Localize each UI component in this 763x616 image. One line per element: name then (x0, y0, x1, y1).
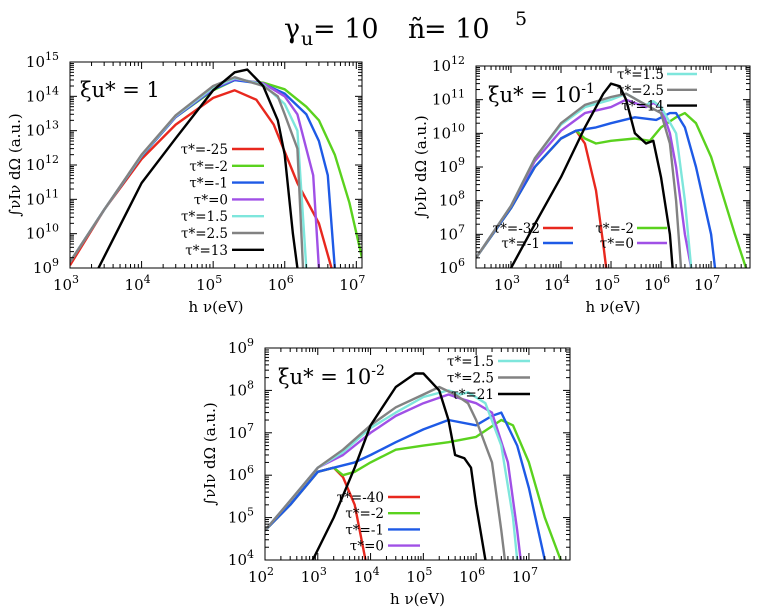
suptitle: γ u = 10 ñ = 10 5 (284, 8, 527, 50)
x-tick-label: 105 (594, 273, 620, 294)
panel-xi-0.1: 103 104 105 106 107 106 107 108 109 1010 1011 1012 h… (412, 54, 751, 316)
y-tick-label: 104 (228, 548, 254, 569)
panel-title: ξu* = 1 (80, 78, 160, 102)
y-tick-label: 1011 (26, 187, 59, 208)
legend-label: τ*=0 (350, 539, 384, 555)
panel-title: ξu* = 10-2 (278, 363, 385, 389)
x-tick-label: 105 (406, 565, 432, 586)
series-line-2.5 (70, 76, 305, 268)
legend-label: τ*=2.5 (447, 371, 494, 387)
y-tick-label: 109 (439, 155, 465, 176)
series-group (476, 82, 748, 268)
legend-label: τ*=1.5 (181, 209, 228, 225)
x-tick-label: 107 (694, 273, 720, 294)
legend-label: τ*=2.5 (617, 83, 664, 99)
y-tick-label: 108 (228, 378, 254, 399)
series-line-14 (509, 82, 674, 268)
x-tick-label: 104 (125, 273, 151, 294)
x-tick-label: 105 (196, 273, 222, 294)
series-line-2.5 (476, 92, 683, 268)
legend-label: τ*=-25 (181, 142, 228, 158)
series-line-1.5 (265, 389, 519, 560)
legend-label: τ*=2.5 (181, 226, 228, 242)
x-tick-label: 103 (301, 565, 327, 586)
y-tick-label: 1014 (26, 84, 59, 105)
y-tick-label: 109 (228, 336, 254, 357)
n-value: = 10 (424, 14, 490, 45)
series-line-13 (97, 68, 299, 268)
legend-label: τ*=-32 (493, 221, 540, 237)
n-symbol: ñ (408, 14, 425, 45)
x-tick-label: 107 (512, 565, 538, 586)
y-tick-label: 1010 (432, 121, 465, 142)
y-tick-label: 1013 (26, 119, 59, 140)
series-line-0 (476, 98, 693, 268)
x-tick-label: 103 (53, 273, 79, 294)
y-tick-label: 1012 (26, 153, 59, 174)
legend-label: τ*=21 (451, 387, 494, 403)
panel-xi-0.01: 102 103 104 105 106 107 104 105 106 107 108 109 h ν(… (201, 336, 571, 608)
y-tick-label: 1010 (26, 222, 59, 243)
y-tick-label: 109 (33, 256, 59, 277)
series-line--1 (265, 411, 546, 560)
x-tick-label: 107 (339, 273, 365, 294)
y-tick-label: 105 (228, 506, 254, 527)
x-tick-label: 103 (494, 273, 520, 294)
gamma-subscript: u (301, 28, 313, 50)
series-group (265, 372, 562, 560)
plot-frame (264, 347, 571, 561)
legend-label: τ*=-2 (345, 506, 384, 522)
y-axis-label: ∫νIν dΩ (a.u.) (412, 115, 430, 218)
series-group (70, 68, 362, 268)
y-axis-label: ∫νIν dΩ (a.u.) (201, 402, 219, 505)
y-tick-label: 108 (439, 189, 465, 210)
legend-label: τ*=1.5 (617, 67, 664, 83)
y-tick-label: 1011 (432, 88, 465, 109)
gamma-symbol: γ (284, 14, 300, 45)
y-tick-label: 106 (228, 463, 254, 484)
series-line--1 (476, 111, 717, 268)
legend-label: τ*=-1 (501, 236, 540, 252)
y-tick-label: 107 (439, 222, 465, 243)
x-tick-label: 102 (248, 565, 274, 586)
panel-xi-1: 103 104 105 106 107 109 1010 1011 1012 1013 1014 10… (6, 50, 365, 316)
n-exponent: 5 (515, 8, 527, 30)
legend-label: τ*=13 (185, 243, 228, 259)
x-tick-label: 106 (459, 565, 485, 586)
x-tick-label: 106 (644, 273, 670, 294)
legend-label: τ*=0 (194, 192, 228, 208)
legend-label: τ*=-1 (345, 522, 384, 538)
legend-label: τ*=1.5 (447, 354, 494, 370)
series-line-21 (311, 372, 487, 560)
y-tick-label: 1015 (26, 50, 59, 71)
y-tick-label: 107 (228, 421, 254, 442)
x-tick-label: 104 (354, 565, 380, 586)
x-tick-label: 104 (544, 273, 570, 294)
legend-label: τ*=14 (621, 99, 664, 115)
legend-label: τ*=-2 (595, 221, 634, 237)
legend-label: τ*=-1 (189, 176, 228, 192)
gamma-value: = 10 (313, 14, 379, 45)
x-axis-label: h ν(eV) (390, 590, 445, 608)
legend-label: τ*=0 (600, 236, 634, 252)
y-tick-label: 106 (439, 256, 465, 277)
x-tick-label: 106 (268, 273, 294, 294)
y-tick-label: 1012 (432, 54, 465, 75)
legend-label: τ*=-40 (337, 490, 384, 506)
series-line--2 (265, 418, 562, 560)
y-axis-label: ∫νIν dΩ (a.u.) (6, 113, 24, 216)
legend-label: τ*=-2 (189, 159, 228, 175)
x-axis-label: h ν(eV) (189, 298, 244, 316)
panel-title: ξu* = 10-1 (488, 81, 595, 107)
x-axis-label: h ν(eV) (586, 298, 641, 316)
series-line-2.5 (265, 385, 507, 560)
